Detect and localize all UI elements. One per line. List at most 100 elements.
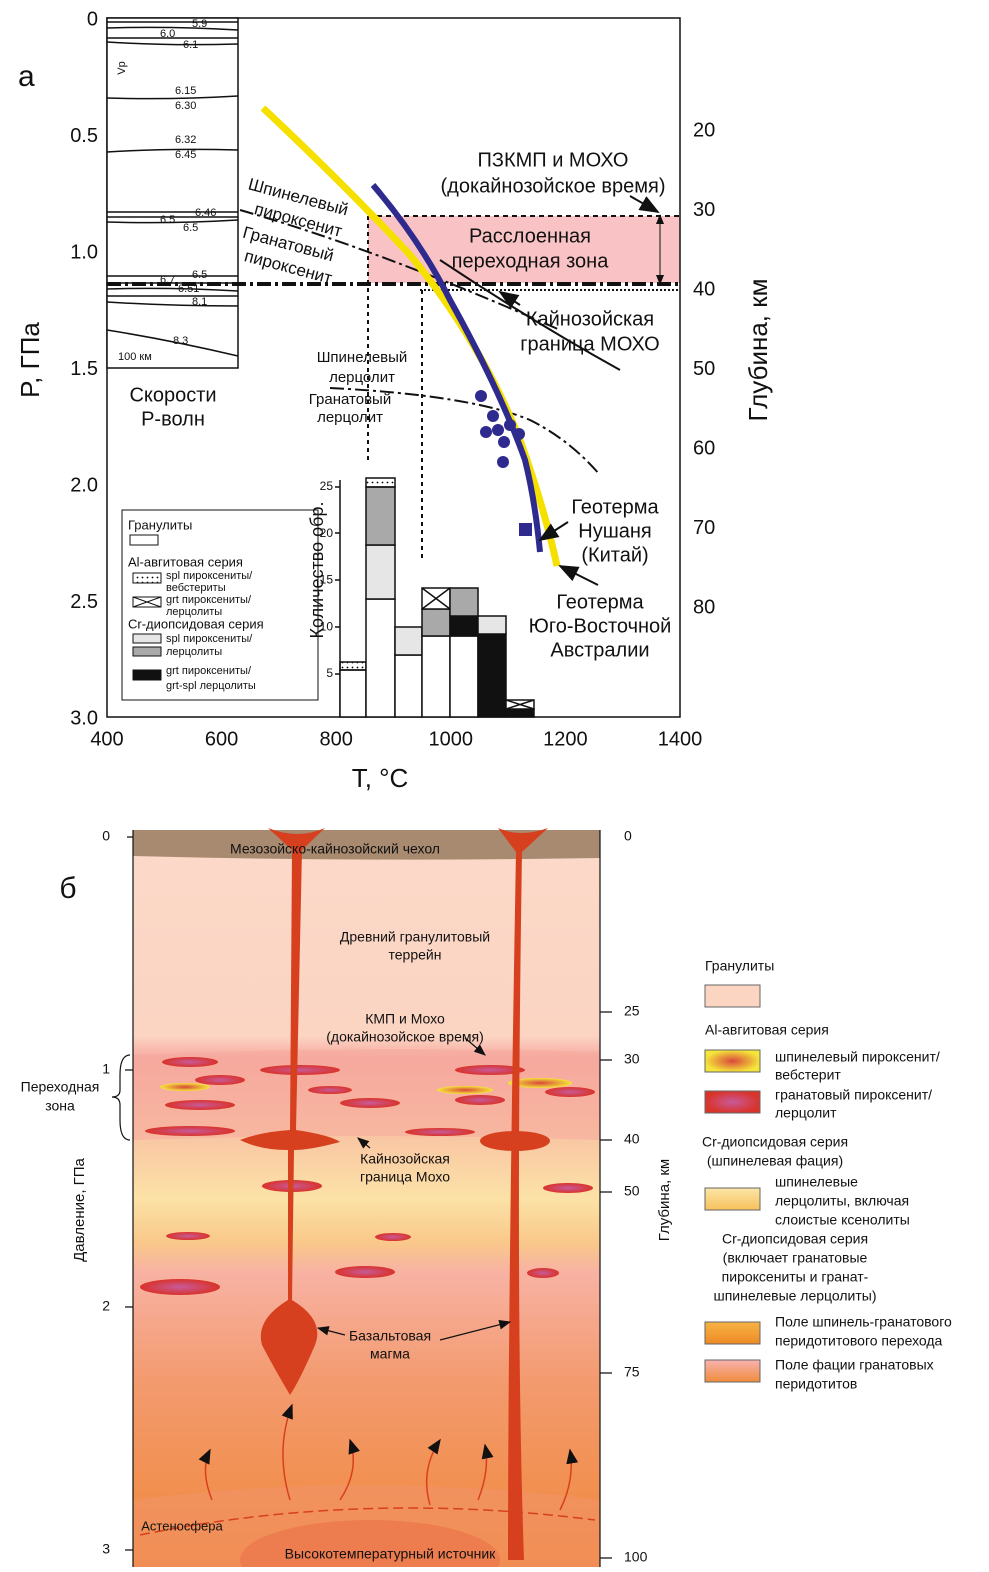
histogram (335, 477, 535, 718)
label: 0 (87, 8, 98, 30)
label: 0 (102, 828, 110, 844)
label: spl пироксениты/ (166, 633, 253, 645)
label: 6.5 (183, 222, 198, 234)
label: 25 (624, 1003, 640, 1019)
label: магма (370, 1346, 410, 1362)
label: 0 (624, 828, 632, 844)
label: Древний гранулитовый (340, 929, 490, 945)
label: Cr-диопсидовая серия (722, 1231, 868, 1247)
label: 400 (90, 728, 123, 750)
label: (Китай) (581, 544, 648, 566)
label: 100 (624, 1549, 648, 1565)
label: spl пироксениты/ (166, 570, 253, 582)
label: 6.5 (192, 269, 207, 281)
label: 5.9 (192, 18, 207, 30)
label: 6.46 (195, 207, 216, 219)
label: 50 (693, 358, 715, 380)
label: 6.5 (160, 214, 175, 226)
label: Высокотемпературный источник (285, 1546, 497, 1562)
b-axes (111, 830, 612, 1567)
label: лерцолит (317, 409, 383, 426)
label: T, °C (352, 763, 409, 793)
label: Р-волн (141, 408, 205, 430)
geotherm-nushan (370, 183, 543, 553)
label: 1000 (429, 728, 474, 750)
arrow (629, 195, 660, 213)
legend-a (121, 509, 319, 701)
vp-lines (106, 21, 239, 357)
moho-line (439, 259, 621, 371)
label: Астеносфера (141, 1518, 223, 1533)
label: 30 (693, 199, 715, 221)
label: 6.7 (160, 274, 175, 286)
samples (475, 390, 532, 536)
label: переходная зона (452, 250, 610, 272)
label: вебстериты (166, 582, 226, 594)
label: 3.0 (70, 707, 98, 729)
lenses (140, 1057, 595, 1295)
label: Базальтовая (349, 1328, 431, 1344)
label: 600 (205, 728, 238, 750)
label: шпинелевые (775, 1174, 858, 1190)
label: 6.15 (175, 85, 196, 97)
label: 75 (624, 1364, 640, 1380)
panel-b (111, 828, 761, 1572)
label: перидотитового перехода (775, 1333, 943, 1349)
label: Al-авгитовая серия (128, 554, 243, 569)
label: Гранулиты (128, 517, 192, 532)
label: 2.0 (70, 474, 98, 496)
label: 15 (320, 573, 334, 587)
label: террейн (389, 947, 442, 963)
label: Геотерма (556, 591, 644, 613)
label: Cr-диопсидовая серия (128, 616, 264, 631)
legend-b (704, 984, 761, 1383)
label: 1200 (543, 728, 588, 750)
label: Глубина, км (743, 278, 773, 421)
label: лерцолит (775, 1105, 837, 1121)
label: Кайнозойская (360, 1151, 450, 1167)
label: Гранатовый (309, 391, 391, 408)
label: граница Мохо (360, 1169, 450, 1185)
arrow (538, 521, 569, 542)
label: Юго-Восточной (529, 615, 672, 637)
label: 8.1 (192, 296, 207, 308)
arrow (498, 290, 521, 309)
label: Кайнозойская (526, 308, 654, 330)
label: Шпинелевый (317, 349, 408, 366)
asthenosphere (133, 1485, 600, 1567)
label: Cr-диопсидовая серия (702, 1134, 848, 1150)
label: (докайнозойское время) (326, 1029, 484, 1045)
label: гранатовый пироксенит/ (775, 1087, 932, 1103)
label: 2.5 (70, 591, 98, 613)
label: Al-авгитовая серия (705, 1022, 829, 1038)
label: (включает гранатовые (723, 1250, 868, 1266)
label: 6.32 (175, 134, 196, 146)
label: 25 (320, 479, 334, 493)
label: лерцолиты, включая (775, 1193, 909, 1209)
magma-conduits (240, 828, 550, 1560)
label: 40 (693, 278, 715, 300)
label: 6.51 (178, 283, 199, 295)
label: 3 (102, 1541, 110, 1557)
spinel-boundary (239, 209, 561, 331)
label: 80 (693, 596, 715, 618)
label: 6.30 (175, 100, 196, 112)
cover-layer (133, 830, 600, 860)
label: ПЗКМП и МОХО (478, 149, 629, 171)
label: 100 км (118, 351, 152, 363)
section (133, 830, 600, 1567)
label: вебстерит (775, 1067, 841, 1083)
label: 6.45 (175, 149, 196, 161)
label: 50 (624, 1183, 640, 1199)
label: 1 (102, 1061, 110, 1077)
vertical-dashes (367, 216, 423, 560)
label: 1.5 (70, 358, 98, 380)
label: перидотитов (775, 1376, 857, 1392)
label: grt-spl лерцолиты (166, 680, 256, 692)
label: 2 (102, 1298, 110, 1314)
label: шпинелевый пироксенит/ (775, 1049, 940, 1065)
label: Переходная (21, 1079, 100, 1095)
label: 8.3 (173, 335, 188, 347)
